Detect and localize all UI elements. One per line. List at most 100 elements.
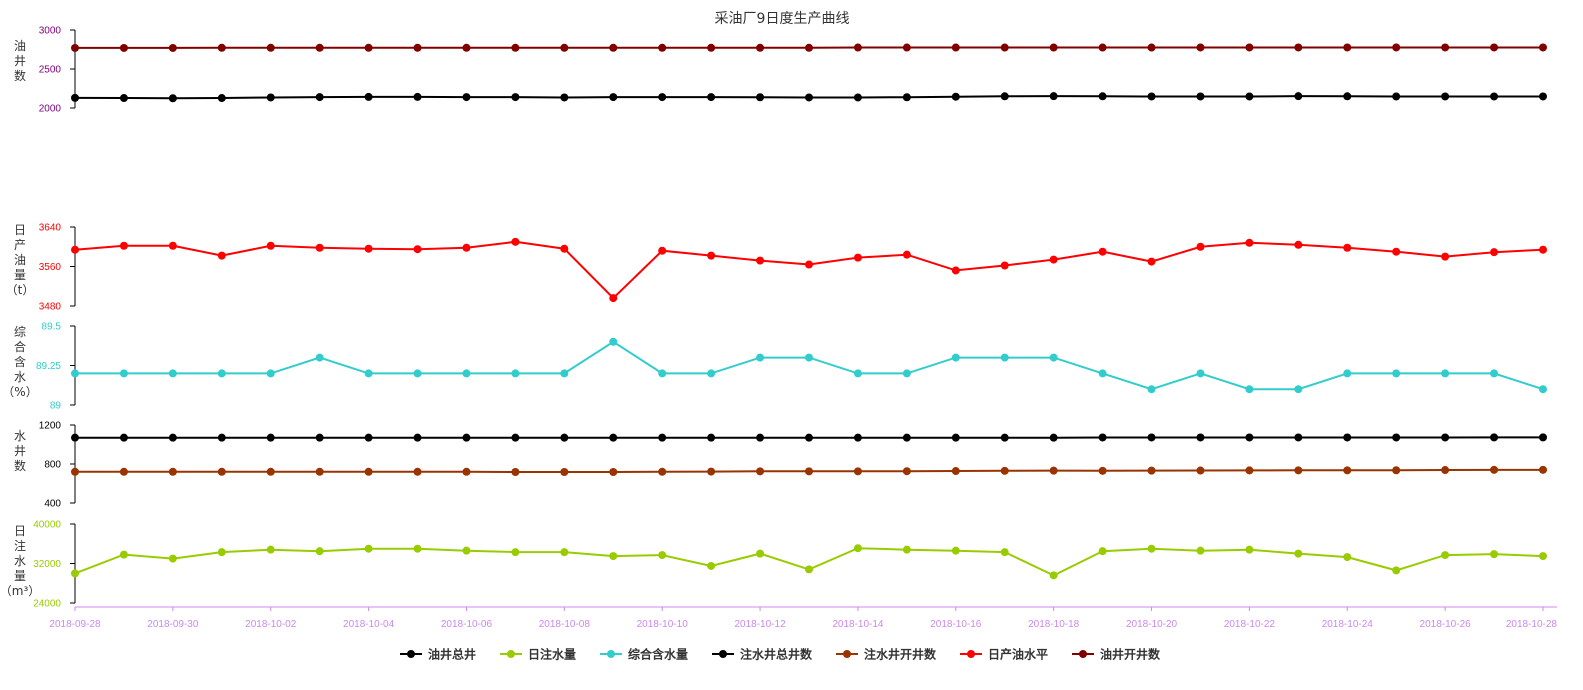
data-point-daily_inj [1196,546,1205,555]
legend-swatch-marker [719,650,727,658]
data-point-water_cut [805,353,813,362]
data-point-oil_total [168,94,177,103]
data-point-daily_oil [1490,248,1499,257]
data-point-inj_open [1245,466,1254,475]
data-point-daily_inj [266,545,275,554]
water-wells-y-tick-label: 1200 [39,421,62,432]
data-point-inj_open [1098,466,1107,475]
data-point-daily_inj [951,546,960,555]
data-point-daily_oil [805,260,813,269]
data-point-daily_inj [1392,566,1401,575]
daily-injection-y-axis-label: 日注水量（m³） [0,524,40,598]
data-point-daily_oil [707,251,716,260]
series-inj_total [71,433,1547,442]
data-point-daily_oil [1049,255,1058,264]
legend-swatch-marker [507,650,515,658]
x-tick-label: 2018-10-04 [343,619,395,630]
data-point-oil_open [119,43,128,52]
daily-oil-y-label-char: 油 [14,253,26,267]
data-point-daily_oil [1000,261,1009,270]
data-point-water_cut [413,369,422,378]
data-point-water_cut [1098,369,1107,378]
data-point-water_cut [707,369,716,378]
x-tick-label: 2018-10-06 [441,619,493,630]
water-cut-y-label-char: 合 [14,339,26,354]
data-point-inj_total [1049,433,1058,442]
data-point-daily_inj [1441,551,1450,560]
data-point-water_cut [71,369,79,378]
data-point-oil_open [1196,43,1205,52]
data-point-inj_total [756,433,765,442]
legend-swatch-marker [407,650,415,658]
data-point-daily_oil [1392,247,1401,256]
data-point-inj_total [1343,433,1352,442]
data-point-inj_total [707,433,716,442]
legend-item-water_cut: 综合含水量 [600,647,688,662]
water-cut-y-label-char: 综 [14,325,26,339]
data-point-oil_total [902,93,911,102]
data-point-oil_open [364,43,373,52]
panels: 200025003000油井数348035603640日产油量（t）8989.2… [0,26,1547,610]
data-point-daily_inj [1147,544,1156,553]
data-point-inj_total [951,433,960,442]
data-point-daily_oil [756,256,765,265]
data-point-daily_inj [902,545,911,554]
data-point-oil_open [315,43,324,52]
data-point-water_cut [315,353,324,362]
daily-oil-y-tick-label: 3640 [39,223,62,234]
data-point-oil_open [266,43,275,52]
data-point-daily_oil [71,245,79,254]
data-point-oil_total [1147,92,1156,101]
data-point-daily_oil [1294,240,1303,249]
data-point-daily_inj [1049,571,1058,580]
legend-item-oil_total: 油井总井 [400,647,476,662]
water-cut-y-label-char: （%） [2,385,37,399]
data-point-daily_oil [266,241,275,250]
data-point-oil_total [1098,92,1107,101]
data-point-daily_inj [1098,547,1107,556]
data-point-daily_inj [511,548,520,557]
data-point-oil_total [119,94,128,103]
data-point-oil_open [560,43,569,52]
data-point-oil_open [1490,43,1499,52]
series-daily_oil-line [74,240,1544,300]
data-point-daily_inj [658,551,667,560]
data-point-inj_total [1490,433,1499,442]
data-point-inj_total [560,433,569,442]
data-point-water_cut [1196,369,1205,378]
data-point-daily_oil [902,250,911,259]
data-point-daily_inj [1539,552,1547,561]
data-point-daily_oil [951,266,960,275]
data-point-oil_open [951,43,960,52]
data-point-inj_open [462,467,471,476]
data-point-inj_total [902,433,911,442]
legend: 油井总井 日注水量 综合含水量 注水井总井数 注水井开井数 日产油水平 油井开井数 [400,647,1161,662]
chart-title: 采油厂9日度生产曲线 [715,11,850,27]
data-point-oil_total [1245,92,1254,101]
data-point-inj_open [1392,466,1401,475]
series-daily_oil [71,237,1547,303]
data-point-inj_total [462,433,471,442]
data-point-water_cut [119,369,128,378]
data-point-oil_total [951,92,960,101]
data-point-oil_total [1343,92,1352,101]
daily-injection-y-label-char: 注 [14,538,26,553]
legend-label: 油井开井数 [1100,647,1161,662]
daily-oil-y-label-char: （t） [6,283,35,297]
data-point-daily_inj [707,561,716,570]
x-tick-label: 2018-10-26 [1420,619,1472,630]
water-cut-y-tick-label: 89.5 [42,322,62,333]
data-point-oil_open [1539,43,1547,52]
water-wells-y-tick-label: 800 [44,460,61,471]
x-tick-label: 2018-10-12 [734,619,786,630]
data-point-daily_inj [1245,545,1254,554]
data-point-oil_open [1392,43,1401,52]
panel-oil-wells: 2000 2500 3000 油井数 [14,26,1547,115]
data-point-oil_open [707,43,716,52]
data-point-water_cut [511,369,520,378]
data-point-inj_open [1539,465,1547,474]
data-point-oil_open [853,43,862,52]
data-point-daily_inj [1490,550,1499,559]
